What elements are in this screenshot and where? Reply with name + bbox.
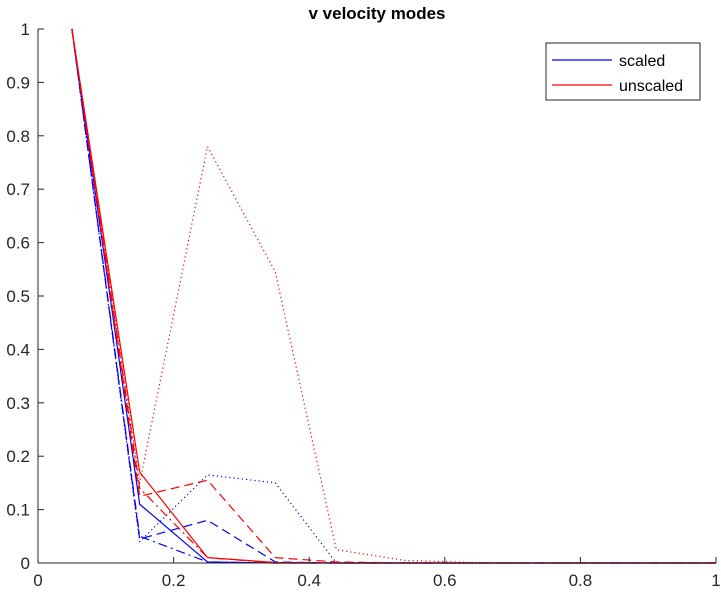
x-tick-label: 0.4: [297, 571, 321, 590]
y-tick-label: 0.6: [6, 234, 30, 253]
series-line-5: [71, 28, 716, 564]
x-tick-label: 0.2: [162, 571, 186, 590]
y-tick-label: 0: [21, 554, 30, 573]
y-tick-label: 0.8: [6, 127, 30, 146]
x-tick-label: 0: [33, 571, 42, 590]
series-line-3: [71, 28, 716, 564]
y-tick-label: 0.7: [6, 180, 30, 199]
legend-box: [545, 42, 701, 101]
axes: 0 0.2 0.4 0.6 0.8 1 0 0.1 0.2 0.3 0.4 0.5 0.6 0.7 0.8 0…: [6, 20, 720, 590]
series-line-1: [71, 28, 716, 564]
legend-label: unscaled: [619, 78, 683, 95]
y-tick-label: 1: [21, 20, 30, 39]
x-tick-label: 0.6: [433, 571, 457, 590]
y-tick-label: 0.3: [6, 394, 30, 413]
legend-label: scaled: [619, 53, 665, 70]
y-tick-label: 0.1: [6, 501, 30, 520]
y-tick-label: 0.9: [6, 73, 30, 92]
legend: scaled unscaled: [545, 42, 701, 101]
y-tick-label: 0.2: [6, 447, 30, 466]
x-tick-label: 1: [711, 571, 720, 590]
x-tick-label: 0.8: [569, 571, 593, 590]
series-line-6: [71, 28, 716, 564]
y-tick-label: 0.4: [6, 340, 30, 359]
series-line-7: [71, 28, 716, 564]
plot-area: [71, 28, 716, 564]
chart-title: v velocity modes: [308, 4, 445, 23]
y-tick-label: 0.5: [6, 287, 30, 306]
series-line-8: [71, 28, 716, 564]
series-line-4: [71, 28, 716, 564]
series-line-2: [71, 28, 716, 564]
